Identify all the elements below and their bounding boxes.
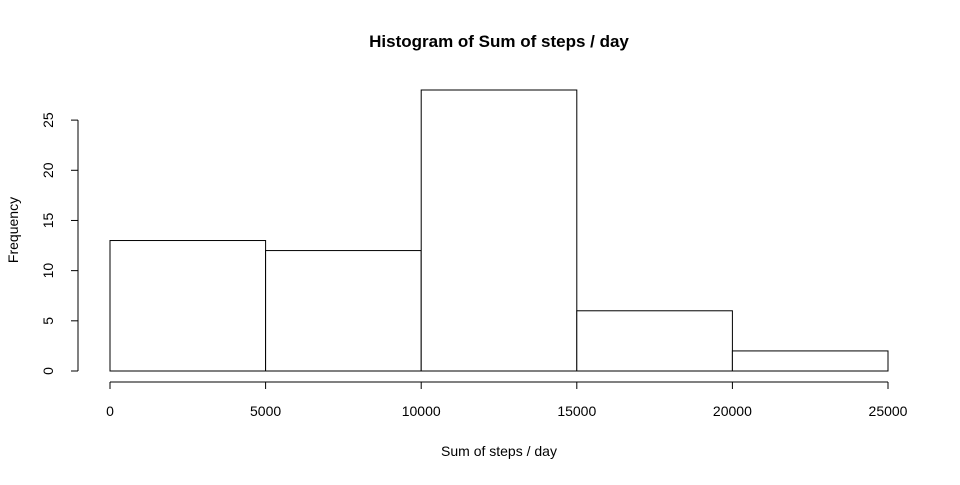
histogram-bar-1: [265, 250, 422, 372]
x-tick-label-1: 5000: [250, 403, 281, 419]
x-axis-label: Sum of steps / day: [441, 443, 557, 459]
chart-title: Histogram of Sum of steps / day: [369, 32, 629, 51]
y-tick-label-3: 15: [40, 212, 56, 228]
x-tick-label-5: 25000: [869, 403, 908, 419]
histogram-bar-4: [731, 350, 889, 372]
y-tick-label-0: 0: [40, 367, 56, 375]
x-tick-label-2: 10000: [402, 403, 441, 419]
x-axis: 0 5000 10000 15000 20000 25000: [106, 381, 908, 419]
histogram-bar-2: [420, 89, 578, 372]
y-tick-label-1: 5: [40, 317, 56, 325]
y-tick-label-5: 25: [40, 112, 56, 128]
x-tick-label-3: 15000: [557, 403, 596, 419]
y-tick-label-2: 10: [40, 263, 56, 279]
histogram-bar-3: [576, 310, 733, 372]
x-tick-label-4: 20000: [713, 403, 752, 419]
y-axis: 0 5 10 15 20 25: [40, 112, 79, 375]
y-axis-label: Frequency: [5, 197, 21, 263]
y-tick-label-4: 20: [40, 162, 56, 178]
x-tick-label-0: 0: [106, 403, 114, 419]
histogram-bar-0: [109, 240, 267, 372]
bars-group: [109, 89, 889, 372]
